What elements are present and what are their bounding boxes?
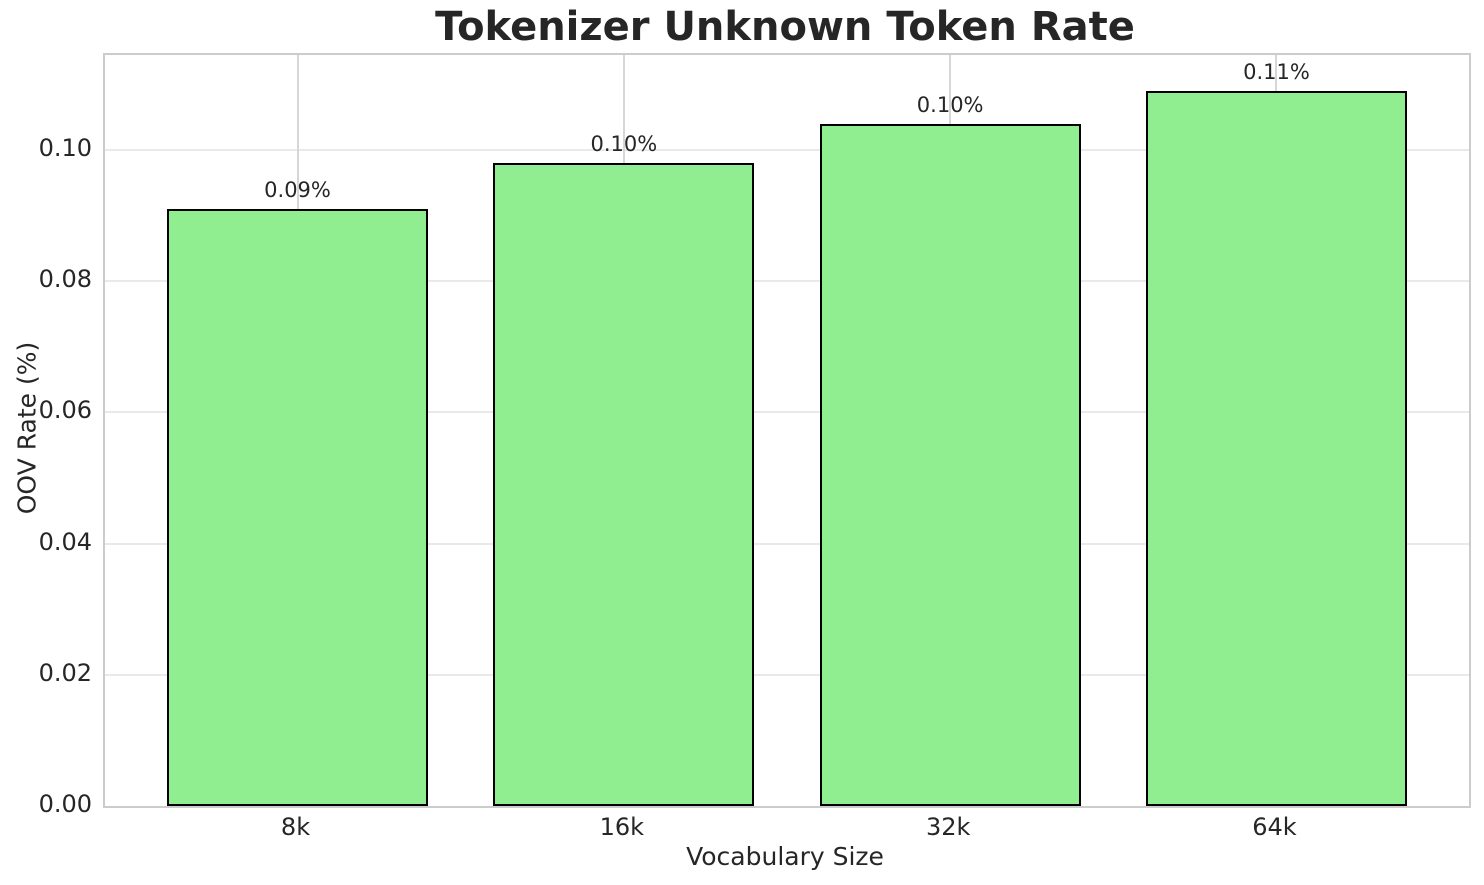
x-tick-label: 64k [1252, 813, 1297, 841]
y-tick-label: 0.10 [38, 134, 92, 163]
x-tick-label: 16k [599, 813, 645, 841]
y-tick-label: 0.02 [38, 658, 92, 687]
bar-value-label: 0.10% [916, 92, 984, 117]
y-tick-label: 0.06 [38, 396, 92, 425]
x-axis-label: Vocabulary Size [686, 842, 884, 871]
bar [1145, 91, 1407, 806]
y-tick-label: 0.08 [38, 265, 92, 294]
bar-value-label: 0.09% [264, 178, 331, 203]
plot-area: 0.09% 0.10% 0.10% 0.11% [103, 53, 1471, 808]
x-tick-label: 8k [280, 813, 311, 841]
y-tick-label: 0.00 [38, 790, 92, 818]
bar-value-label: 0.10% [590, 132, 658, 157]
y-tick-label: 0.04 [38, 527, 92, 556]
bar [493, 163, 755, 806]
x-tick-label: 32k [925, 813, 971, 841]
bar [167, 209, 429, 806]
y-axis-label: OOV Rate (%) [12, 341, 42, 515]
bar [819, 123, 1081, 806]
chart-title: Tokenizer Unknown Token Rate [435, 4, 1135, 50]
bar-value-label: 0.11% [1243, 60, 1310, 85]
